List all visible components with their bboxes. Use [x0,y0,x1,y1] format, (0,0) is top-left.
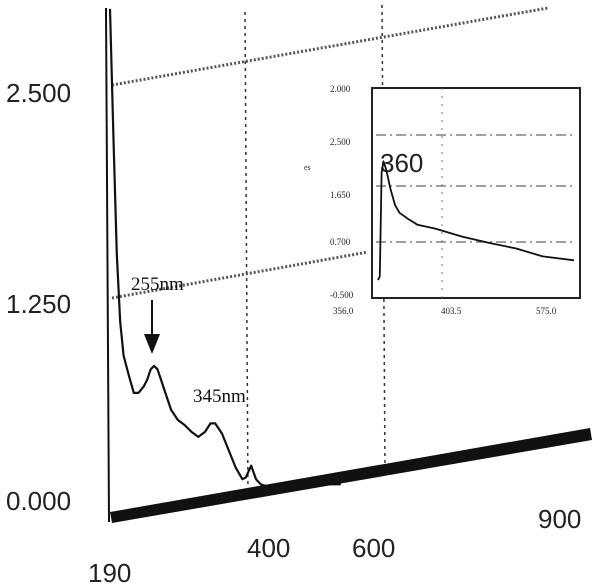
inset-x-tick-label: 356.0 [333,306,354,316]
annotation-345nm: 345nm [193,386,246,407]
annotation-255nm: 255nm [131,274,184,295]
inset-x-tick-label: 403.5 [441,306,462,316]
inset-chart: 2.000 2.500 1.650 0.700 -0.500 356.0 403.5 575.… [304,84,581,316]
gridline-1250 [111,250,369,300]
gridline-2500 [111,6,549,87]
spectrum-line [108,8,341,489]
annotation-arrow-head [144,334,160,354]
inset-y-tick-label: 1.650 [330,190,351,200]
main-axes [105,7,592,523]
y-tick-label: 0.000 [6,486,71,516]
y-tick-label: 1.250 [6,289,71,319]
inset-x-tick-label: 575.0 [536,306,557,316]
main-series [108,8,341,489]
y-axis-line [105,7,110,523]
x-tick-label: 900 [538,504,581,534]
inset-y-tick-label: 2.500 [330,137,351,147]
x-tick-label: 600 [352,533,395,563]
inset-y-tick-label: -0.500 [330,290,354,300]
inset-spectrum-line [377,160,575,281]
gridline-v1 [244,11,249,497]
inset-y-tick-label: 2.000 [330,84,351,94]
main-tick-labels: 2.500 1.250 0.000 190 400 600 900 [6,78,581,586]
inset-frame [371,87,581,299]
inset-left-label: es [304,163,311,172]
x-tick-label: 400 [247,533,290,563]
inset-y-tick-label: 0.700 [330,237,351,247]
x-axis-baseline [110,428,592,523]
y-tick-label: 2.500 [6,78,71,108]
main-annotations: 255nm 345nm [131,274,246,407]
x-tick-label: 190 [88,558,131,586]
